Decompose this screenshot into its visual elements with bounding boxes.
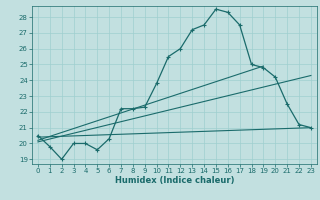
X-axis label: Humidex (Indice chaleur): Humidex (Indice chaleur): [115, 176, 234, 185]
